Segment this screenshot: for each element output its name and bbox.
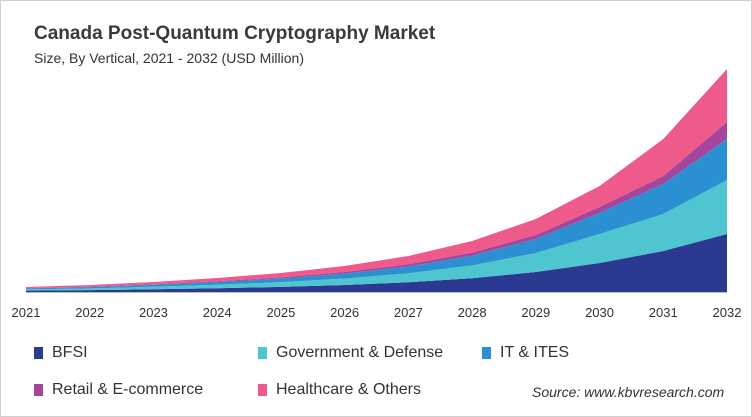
x-tick-label: 2028 (458, 305, 487, 320)
legend-label: Government & Defense (276, 344, 444, 361)
x-tick-label: 2026 (330, 305, 359, 320)
x-tick-label: 2030 (585, 305, 614, 320)
source-note: Source: www.kbvresearch.com (532, 384, 725, 400)
x-tick-label: 2023 (139, 305, 168, 320)
legend-label: Retail & E-commerce (52, 381, 204, 398)
chart-subtitle: Size, By Vertical, 2021 - 2032 (USD Mill… (34, 50, 304, 66)
legend-item-government-defense: Government & Defense (258, 344, 443, 362)
legend-item-bfsi: BFSI (34, 344, 88, 362)
x-tick-label: 2025 (266, 305, 295, 320)
legend-label: BFSI (52, 344, 88, 361)
x-tick-label: 2024 (203, 305, 232, 320)
legend-item-it-ites: IT & ITES (482, 344, 569, 362)
x-tick-label: 2027 (394, 305, 423, 320)
legend-label: Healthcare & Others (276, 381, 421, 398)
area-series-government-defense (26, 180, 727, 291)
x-tick-label: 2029 (521, 305, 550, 320)
legend-swatch (482, 347, 491, 359)
x-tick-label: 2031 (649, 305, 678, 320)
legend-label: IT & ITES (500, 344, 570, 361)
legend-item-retail-ecommerce: Retail & E-commerce (34, 381, 203, 399)
area-series-bfsi (26, 234, 727, 292)
legend-swatch (34, 384, 43, 396)
legend-item-healthcare-others: Healthcare & Others (258, 381, 421, 399)
x-tick-label: 2022 (75, 305, 104, 320)
x-tick-label: 2021 (12, 305, 41, 320)
chart-title: Canada Post-Quantum Cryptography Market (34, 23, 436, 44)
legend-swatch (258, 384, 267, 396)
legend-swatch (34, 347, 43, 359)
x-tick-label: 2032 (713, 305, 742, 320)
legend-swatch (258, 347, 267, 359)
